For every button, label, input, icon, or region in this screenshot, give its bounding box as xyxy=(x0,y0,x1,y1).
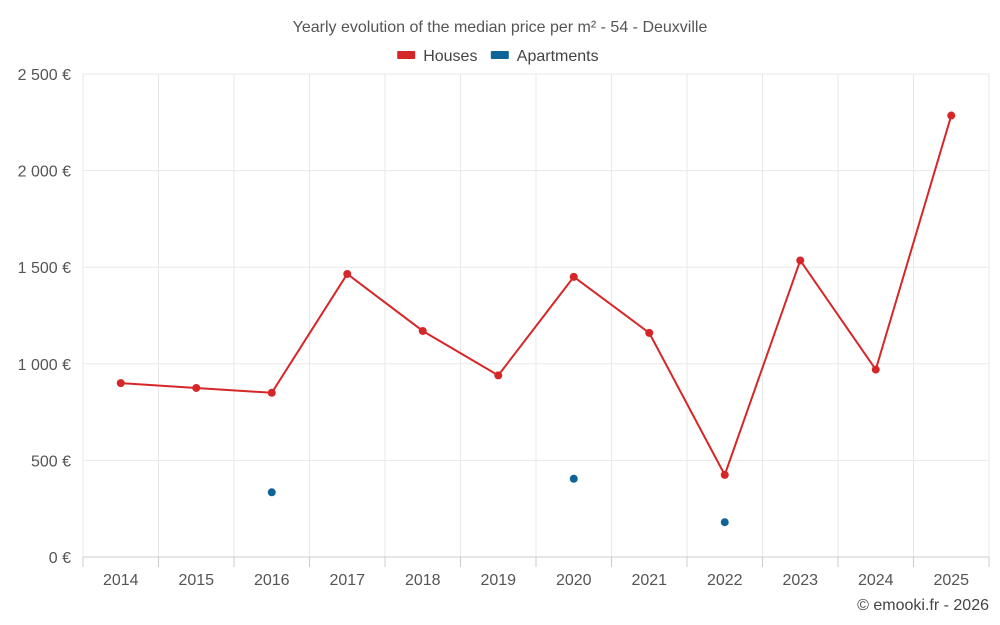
legend-swatch-houses xyxy=(397,51,416,59)
houses-data-point xyxy=(796,256,805,265)
legend: Houses Apartments xyxy=(397,48,599,65)
x-tick-label: 2024 xyxy=(858,572,894,589)
houses-data-point xyxy=(267,388,276,397)
x-tick-label: 2025 xyxy=(933,572,969,589)
x-tick-label: 2022 xyxy=(707,572,743,589)
x-tick-label: 2015 xyxy=(178,572,214,589)
x-tick-label: 2016 xyxy=(254,572,290,589)
x-tick-label: 2023 xyxy=(782,572,818,589)
houses-data-point xyxy=(418,326,427,335)
x-tick-label: 2018 xyxy=(405,572,441,589)
grid-layer xyxy=(82,73,990,557)
chart-title: Yearly evolution of the median price per… xyxy=(293,19,708,36)
apartments-data-point xyxy=(720,518,729,527)
y-tick-label: 1 500 € xyxy=(18,260,71,277)
axis-layer: 0 € 500 € 1 000 € 1 500 € 2 000 € 2 500 € 2014… xyxy=(18,67,990,589)
houses-data-point xyxy=(947,111,956,120)
x-tick-label: 2020 xyxy=(556,572,592,589)
series-layer xyxy=(116,111,956,527)
apartments-data-point xyxy=(569,474,578,483)
apartments-data-point xyxy=(267,488,276,497)
houses-data-point xyxy=(569,272,578,281)
y-tick-label: 2 500 € xyxy=(18,67,71,84)
y-tick-label: 0 € xyxy=(49,550,71,567)
houses-data-point xyxy=(645,328,654,337)
legend-label-houses: Houses xyxy=(423,48,477,65)
houses-data-point xyxy=(116,379,125,388)
x-tick-label: 2017 xyxy=(329,572,365,589)
houses-data-point xyxy=(871,365,880,374)
y-tick-label: 500 € xyxy=(31,453,71,470)
x-tick-label: 2019 xyxy=(480,572,516,589)
houses-data-point xyxy=(192,383,201,392)
legend-swatch-apartments xyxy=(490,51,509,59)
credit-text: © emooki.fr - 2026 xyxy=(857,597,989,614)
legend-label-apartments: Apartments xyxy=(517,48,599,65)
houses-data-point xyxy=(720,470,729,479)
houses-series-line xyxy=(120,115,953,476)
y-tick-label: 2 000 € xyxy=(18,164,71,181)
x-tick-label: 2021 xyxy=(631,572,667,589)
x-tick-label: 2014 xyxy=(103,572,139,589)
y-tick-label: 1 000 € xyxy=(18,357,71,374)
houses-data-point xyxy=(494,371,503,380)
houses-data-point xyxy=(343,269,352,278)
